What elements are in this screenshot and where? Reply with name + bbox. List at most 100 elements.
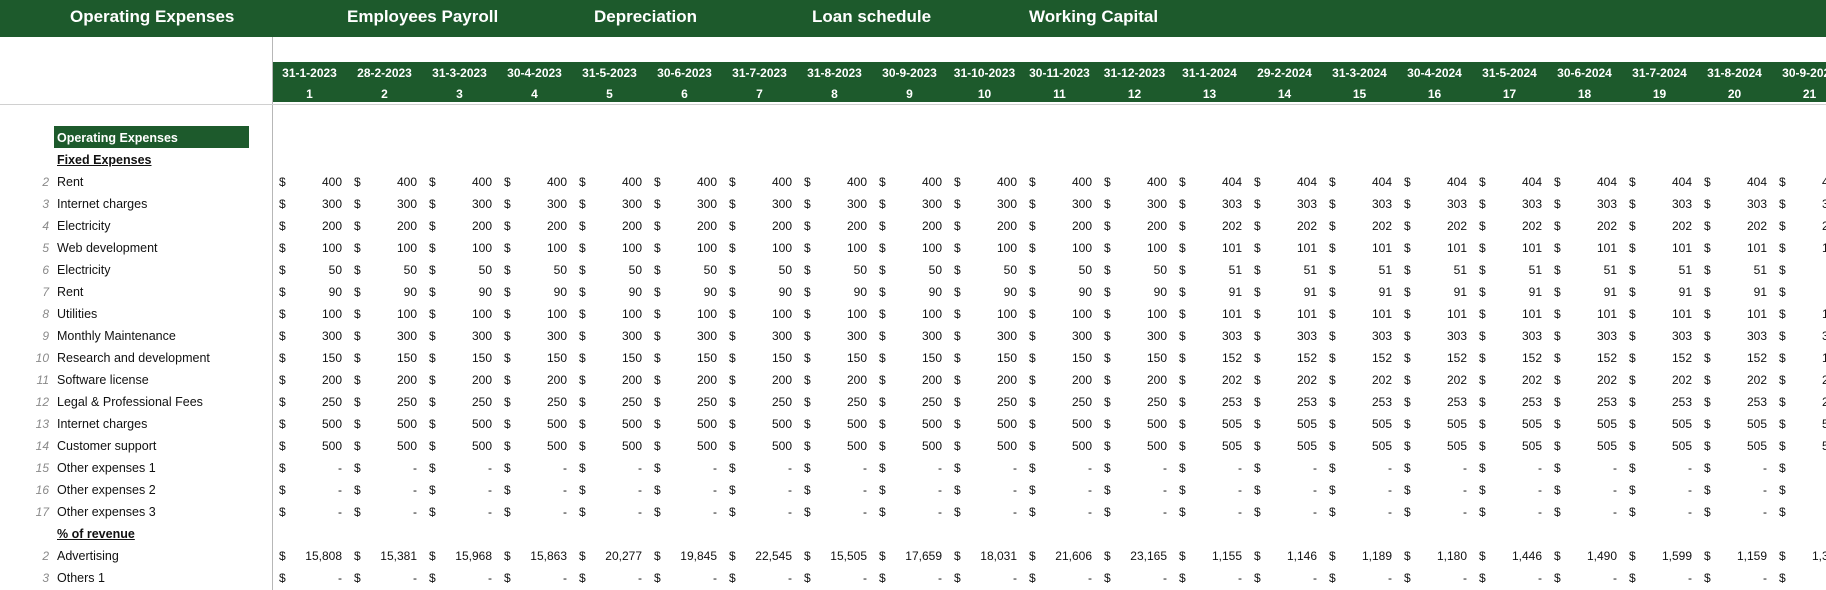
currency-symbol: $ xyxy=(1479,285,1486,299)
currency-symbol: $ xyxy=(1629,505,1636,519)
currency-symbol: $ xyxy=(1554,439,1561,453)
cell-value: 101 xyxy=(1596,307,1617,321)
sheet-tab[interactable]: Working Capital xyxy=(1029,7,1159,26)
cell-value: 404 xyxy=(1371,175,1392,189)
currency-symbol: $ xyxy=(1779,175,1786,189)
currency-symbol: $ xyxy=(1329,549,1336,563)
cell-value: 101 xyxy=(1296,241,1317,255)
currency-symbol: $ xyxy=(954,241,961,255)
cell-value: 202 xyxy=(1296,219,1317,233)
currency-symbol: $ xyxy=(1029,263,1036,277)
currency-symbol: $ xyxy=(1329,395,1336,409)
cell-value: 500 xyxy=(471,439,492,453)
currency-symbol: $ xyxy=(1554,285,1561,299)
cell-value: 404 xyxy=(1296,175,1317,189)
currency-symbol: $ xyxy=(504,395,511,409)
section-header: Fixed Expenses xyxy=(57,153,152,167)
currency-symbol: $ xyxy=(804,549,811,563)
cell-value: 300 xyxy=(921,197,942,211)
currency-symbol: $ xyxy=(804,219,811,233)
cell-value: 500 xyxy=(621,417,642,431)
currency-symbol: $ xyxy=(1704,483,1711,497)
date-header: 31-7-2023 xyxy=(732,66,787,80)
cell-value: - xyxy=(1163,571,1167,585)
currency-symbol: $ xyxy=(429,263,436,277)
cell-value: - xyxy=(713,505,717,519)
cell-value: - xyxy=(563,461,567,475)
period-number: 7 xyxy=(756,87,763,101)
row-index: 11 xyxy=(36,373,49,387)
cell-value: 500 xyxy=(921,439,942,453)
cell-value: 250 xyxy=(921,395,942,409)
currency-symbol: $ xyxy=(504,175,511,189)
currency-symbol: $ xyxy=(1404,329,1411,343)
currency-symbol: $ xyxy=(279,483,286,497)
cell-value: 200 xyxy=(546,373,567,387)
currency-symbol: $ xyxy=(804,351,811,365)
sheet-tab[interactable]: Operating Expenses xyxy=(70,7,235,26)
currency-symbol: $ xyxy=(1254,219,1261,233)
cell-value: 90 xyxy=(478,285,492,299)
cell-value: 500 xyxy=(846,417,867,431)
currency-symbol: $ xyxy=(879,241,886,255)
currency-symbol: $ xyxy=(1104,351,1111,365)
row-label: Legal & Professional Fees xyxy=(57,395,203,409)
currency-symbol: $ xyxy=(1104,571,1111,585)
cell-value: 90 xyxy=(1003,285,1017,299)
currency-symbol: $ xyxy=(279,373,286,387)
cell-value: 200 xyxy=(696,219,717,233)
section-header: % of revenue xyxy=(57,527,135,541)
sheet-tab[interactable]: Loan schedule xyxy=(812,7,932,26)
currency-symbol: $ xyxy=(504,329,511,343)
cell-value: - xyxy=(1613,483,1617,497)
cell-value: 303 xyxy=(1671,197,1692,211)
currency-symbol: $ xyxy=(1479,417,1486,431)
cell-value: 200 xyxy=(621,219,642,233)
currency-symbol: $ xyxy=(279,439,286,453)
cell-value: 250 xyxy=(771,395,792,409)
cell-value: 500 xyxy=(771,417,792,431)
cell-value: 500 xyxy=(321,439,342,453)
cell-value: 400 xyxy=(546,175,567,189)
cell-value: - xyxy=(413,505,417,519)
cell-value: 91 xyxy=(1303,285,1317,299)
currency-symbol: $ xyxy=(1779,241,1786,255)
cell-value: 90 xyxy=(778,285,792,299)
currency-symbol: $ xyxy=(879,571,886,585)
sheet-tab[interactable]: Depreciation xyxy=(594,7,697,26)
cell-value: - xyxy=(1163,505,1167,519)
period-number: 14 xyxy=(1277,87,1292,101)
currency-symbol: $ xyxy=(729,505,736,519)
row-label: Research and development xyxy=(57,351,210,365)
cell-value: 101 xyxy=(1521,241,1542,255)
period-number: 4 xyxy=(531,87,538,101)
cell-value: 300 xyxy=(396,197,417,211)
currency-symbol: $ xyxy=(1404,395,1411,409)
currency-symbol: $ xyxy=(279,263,286,277)
currency-symbol: $ xyxy=(1479,505,1486,519)
currency-symbol: $ xyxy=(804,329,811,343)
currency-symbol: $ xyxy=(1479,263,1486,277)
currency-symbol: $ xyxy=(954,263,961,277)
currency-symbol: $ xyxy=(1704,285,1711,299)
currency-symbol: $ xyxy=(579,505,586,519)
cell-value: 400 xyxy=(696,175,717,189)
currency-symbol: $ xyxy=(1404,263,1411,277)
cell-value: 100 xyxy=(396,241,417,255)
cell-value: 303 xyxy=(1446,329,1467,343)
cell-value: 150 xyxy=(546,351,567,365)
cell-value: 303 xyxy=(1221,329,1242,343)
cell-value: 505 xyxy=(1671,417,1692,431)
currency-symbol: $ xyxy=(1104,241,1111,255)
cell-value: 300 xyxy=(921,329,942,343)
currency-symbol: $ xyxy=(1179,329,1186,343)
row-index: 10 xyxy=(35,351,49,365)
currency-symbol: $ xyxy=(1329,219,1336,233)
currency-symbol: $ xyxy=(1554,395,1561,409)
sheet-tab[interactable]: Employees Payroll xyxy=(347,7,499,26)
cell-value: 500 xyxy=(621,439,642,453)
currency-symbol: $ xyxy=(729,197,736,211)
cell-value: - xyxy=(1163,461,1167,475)
cell-value: 400 xyxy=(771,175,792,189)
cell-value: 101 xyxy=(1746,241,1767,255)
